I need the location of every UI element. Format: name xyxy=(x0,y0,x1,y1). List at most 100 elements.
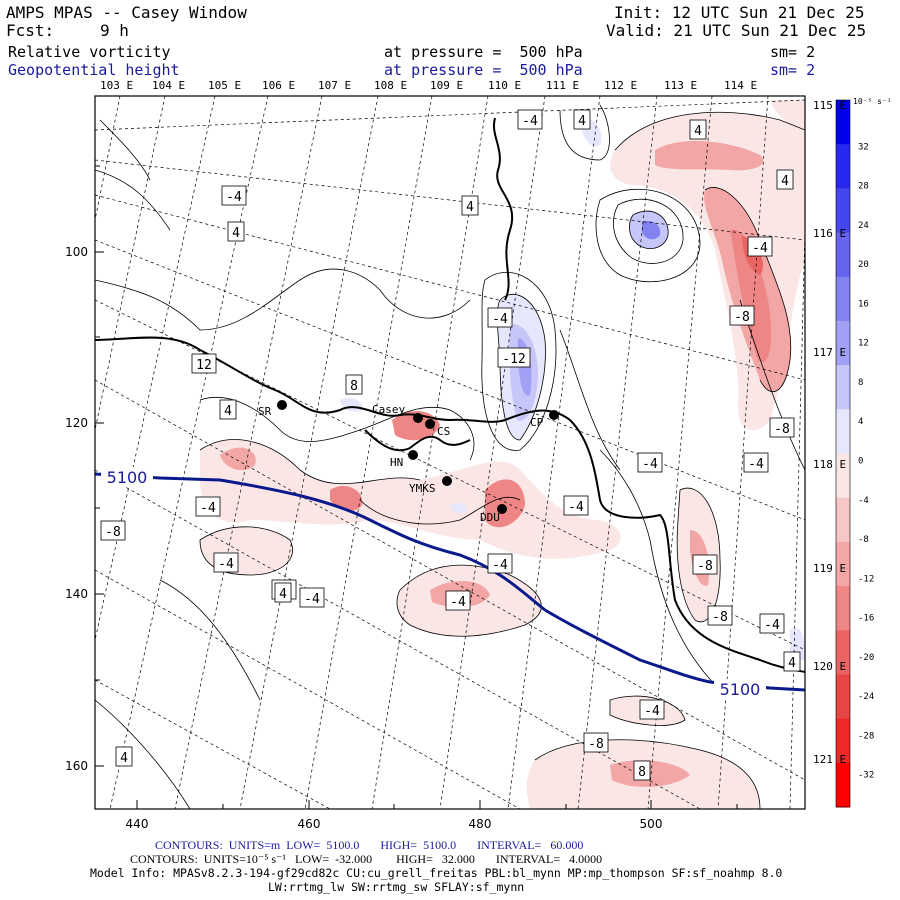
vorticity-contours xyxy=(95,104,805,809)
contour-label: -4 xyxy=(517,109,543,130)
colorbar-swatch xyxy=(836,232,850,278)
svg-text:4: 4 xyxy=(694,124,702,139)
plot-title: AMPS MPAS -- Casey Window xyxy=(6,3,247,22)
field2-smooth: sm= 2 xyxy=(770,61,816,79)
contour-label: -8 xyxy=(692,554,718,575)
colorbar-swatch xyxy=(836,453,850,499)
contour-label: -4 xyxy=(637,452,663,473)
svg-text:-4: -4 xyxy=(568,500,584,515)
top-lon-label: 111 E xyxy=(546,79,579,92)
valid-time: Valid: 21 UTC Sun 21 Dec 25 xyxy=(606,21,867,40)
contour-label: 4 xyxy=(219,399,237,420)
top-lon-label: 112 E xyxy=(604,79,637,92)
right-lon-label: 119 E xyxy=(813,562,846,575)
contour-label: -8 xyxy=(100,520,126,541)
y-tick-labels: 100 120 140 160 xyxy=(65,245,88,773)
svg-text:-8: -8 xyxy=(774,422,790,437)
model-info-line1: Model Info: MPASv8.2.3-194-gf29cd82c CU:… xyxy=(90,866,783,880)
colorbar-label: -28 xyxy=(858,731,874,741)
y-tick-label: 100 xyxy=(65,245,88,259)
svg-text:4: 4 xyxy=(578,114,586,129)
contour-label: 12 xyxy=(191,353,217,374)
svg-text:-4: -4 xyxy=(764,618,780,633)
vorticity-fill-layer xyxy=(200,100,805,809)
x-tick-label: 440 xyxy=(126,817,149,831)
colorbar-label: 12 xyxy=(858,339,869,349)
svg-text:-8: -8 xyxy=(588,737,604,752)
model-info-line2: LW:rrtmg_lw SW:rrtmg_sw SFLAY:sf_mynn xyxy=(268,880,525,894)
colorbar-label: -32 xyxy=(858,771,874,781)
station-labels: SR Casey CS HN CP YMKS DDU xyxy=(258,403,544,524)
right-lon-label: 117 E xyxy=(813,346,846,359)
field1-name: Relative vorticity xyxy=(8,43,171,61)
station-label-ddu: DDU xyxy=(480,511,500,524)
svg-text:-8: -8 xyxy=(697,559,713,574)
top-lon-label: 110 E xyxy=(488,79,521,92)
contour-label: -8 xyxy=(707,605,733,626)
colorbar-label: 32 xyxy=(858,142,869,152)
right-lon-label: 115 E xyxy=(813,99,846,112)
colorbar-swatch xyxy=(836,718,850,764)
field1-smooth: sm= 2 xyxy=(770,43,816,61)
axis-ticks xyxy=(95,165,738,809)
svg-text:8: 8 xyxy=(350,379,358,394)
contour-label: 4 xyxy=(274,582,292,603)
contour-label: -4 xyxy=(487,553,513,574)
contour-label: -4 xyxy=(639,699,665,720)
contour-label: -8 xyxy=(583,732,609,753)
station-label-casey: Casey xyxy=(372,403,405,416)
right-longitude-labels: 115 E 116 E 117 E 118 E 119 E 120 E 121 E xyxy=(813,99,846,766)
contour-label: -12 xyxy=(497,347,531,368)
right-lon-label: 121 E xyxy=(813,753,846,766)
colorbar-swatch xyxy=(836,365,850,410)
contour-label: 4 xyxy=(115,746,133,767)
right-lon-label: 120 E xyxy=(813,660,846,673)
colorbar-label: 16 xyxy=(858,299,869,309)
contour-label: -4 xyxy=(487,307,513,328)
svg-text:4: 4 xyxy=(120,751,128,766)
top-lon-label: 104 E xyxy=(152,79,185,92)
contour-label: -4 xyxy=(747,236,773,257)
svg-text:12: 12 xyxy=(196,358,212,373)
y-tick-label: 160 xyxy=(65,759,88,773)
svg-text:-4: -4 xyxy=(226,190,242,205)
contour-label: -4 xyxy=(743,452,769,473)
colorbar-label: -16 xyxy=(858,614,874,624)
contour-label: 4 xyxy=(227,221,245,242)
forecast-value: 9 h xyxy=(100,21,129,40)
forecast-label: Fcst: xyxy=(6,21,55,40)
x-tick-labels: 440 460 480 500 xyxy=(126,817,663,831)
svg-text:-4: -4 xyxy=(644,704,660,719)
contour-label: -4 xyxy=(213,552,239,573)
station-label-sr: SR xyxy=(258,405,272,418)
svg-text:-4: -4 xyxy=(642,457,658,472)
height-label: 5100 xyxy=(720,680,761,699)
colorbar-label: 8 xyxy=(858,378,863,388)
station-label-cp: CP xyxy=(530,416,544,429)
svg-text:-4: -4 xyxy=(200,501,216,516)
svg-text:-4: -4 xyxy=(492,312,508,327)
contour-label: 8 xyxy=(345,374,363,395)
colorbar-label: -12 xyxy=(858,574,874,584)
height-label: 5100 xyxy=(107,468,148,487)
colorbar-swatch xyxy=(836,586,850,631)
contour-label: -4 xyxy=(759,613,785,634)
svg-text:-4: -4 xyxy=(752,241,768,256)
svg-text:4: 4 xyxy=(224,404,232,419)
map-frame xyxy=(94,95,806,810)
x-tick-label: 460 xyxy=(298,817,321,831)
contour-label: 4 xyxy=(573,109,591,130)
svg-text:-8: -8 xyxy=(712,610,728,625)
contour-label: -4 xyxy=(563,495,589,516)
colorbar: 10⁻⁵ s⁻¹ 32 28 24 20 16 12 8 4 0 -4 -8 -12 -16 -20 -24 -… xyxy=(835,97,892,808)
svg-text:-4: -4 xyxy=(304,592,320,607)
contour-label: -4 xyxy=(221,185,247,206)
station-label-ymks: YMKS xyxy=(409,482,436,495)
top-lon-label: 114 E xyxy=(724,79,757,92)
vorticity-contour-info: CONTOURS: UNITS=10⁻⁵ s⁻¹ LOW= -32.000 HI… xyxy=(130,852,603,866)
station-markers xyxy=(277,400,559,514)
svg-text:4: 4 xyxy=(232,226,240,241)
colorbar-unit: 10⁻⁵ s⁻¹ xyxy=(853,97,892,106)
colorbar-swatch xyxy=(836,188,850,234)
